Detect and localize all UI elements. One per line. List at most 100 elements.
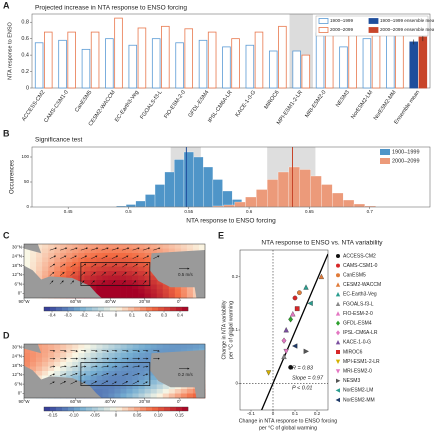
field-cell	[102, 353, 109, 358]
wind-vector	[80, 373, 87, 376]
field-cell	[54, 366, 61, 372]
wind-vector	[111, 247, 120, 251]
field-cell	[108, 357, 115, 363]
field-cell	[60, 366, 67, 372]
field-cell	[114, 253, 121, 258]
field-cell	[66, 257, 73, 263]
wind-vector	[101, 271, 106, 276]
histogram-bar	[256, 189, 268, 208]
wind-vector	[111, 381, 117, 385]
colorbar-tick-label: -0.15	[48, 413, 58, 418]
histogram-bar	[245, 196, 257, 208]
legend-marker	[336, 263, 340, 268]
field-cell	[60, 248, 67, 254]
legend-marker	[335, 282, 341, 287]
field-cell	[138, 353, 145, 358]
field-cell	[36, 262, 43, 267]
field-cell	[120, 244, 127, 249]
field-cell	[30, 353, 37, 358]
field-cell	[150, 280, 158, 285]
histogram-bar	[277, 171, 290, 208]
wind-vector	[49, 280, 54, 285]
field-cell	[60, 353, 67, 358]
field-cell	[108, 253, 115, 258]
field-cell	[138, 289, 145, 294]
wind-vector	[122, 280, 126, 285]
bar	[362, 38, 372, 89]
field-cell	[120, 362, 127, 367]
field-cell	[90, 284, 97, 290]
field-cell	[48, 244, 55, 249]
point	[283, 348, 289, 355]
field-cell	[114, 248, 121, 254]
legend-swatch	[368, 18, 379, 24]
field-cell	[168, 289, 176, 294]
field-cell	[114, 380, 121, 385]
field-cell	[24, 348, 31, 354]
field-cell	[150, 293, 158, 299]
legend-marker	[336, 273, 340, 278]
field-cell	[90, 266, 97, 272]
field-cell	[108, 362, 115, 367]
field-cell	[168, 244, 176, 249]
field-cell	[72, 266, 79, 272]
field-cell	[138, 280, 145, 285]
field-cell	[138, 348, 145, 354]
wind-vector	[60, 263, 66, 268]
field-cell	[138, 344, 145, 349]
point	[292, 343, 298, 349]
wind-vector	[101, 280, 106, 285]
field-cell	[96, 284, 103, 290]
wind-vector	[80, 255, 88, 259]
x-tick-label: 60°W	[70, 399, 82, 404]
field-cell	[144, 371, 151, 376]
field-cell	[54, 271, 61, 276]
field-cell	[108, 284, 115, 290]
legend-label: 1900–1999	[392, 149, 420, 155]
bar	[324, 30, 334, 89]
vector-key-label: 0.2 m/s	[178, 372, 194, 377]
colorbar-cell	[62, 407, 69, 411]
field-cell	[66, 371, 73, 376]
y-axis-label: Change in NTA variability	[221, 300, 227, 359]
legend-marker	[336, 350, 340, 354]
y-tick-label: 24°N	[12, 354, 22, 359]
colorbar-tick-label: 0.05	[133, 413, 142, 418]
field-cell	[96, 389, 103, 394]
wind-vector	[70, 263, 76, 268]
field-cell	[126, 248, 133, 254]
field-cell	[54, 371, 61, 376]
histogram-bar	[343, 199, 355, 208]
field-cell	[102, 366, 109, 372]
field-cell	[126, 371, 133, 376]
field-cell	[96, 280, 103, 285]
x-tick-label: 60°W	[70, 299, 82, 304]
field-cell	[54, 353, 61, 358]
colorbar-cell	[140, 307, 147, 311]
field-cell	[126, 393, 133, 399]
field-cell	[24, 257, 31, 263]
field-cell	[24, 362, 31, 367]
wind-vector	[101, 263, 107, 268]
bar	[339, 46, 348, 89]
point	[265, 370, 272, 376]
wind-vector	[122, 263, 128, 268]
wind-vector	[80, 271, 86, 276]
bar	[105, 38, 114, 89]
field-cell	[78, 353, 85, 358]
field-cell	[120, 348, 127, 354]
field-cell	[132, 257, 139, 263]
colorbar-cell	[80, 307, 87, 311]
field-cell	[90, 375, 97, 381]
field-cell	[120, 389, 127, 394]
field-cell	[138, 389, 145, 394]
field-cell	[90, 357, 97, 363]
field-cell	[144, 375, 151, 381]
legend-swatch	[380, 149, 390, 155]
wind-vector	[122, 365, 129, 368]
field-cell	[72, 366, 79, 372]
field-cell	[54, 348, 61, 354]
wind-vector	[101, 365, 109, 368]
y-tick-label: 12°N	[12, 372, 22, 377]
